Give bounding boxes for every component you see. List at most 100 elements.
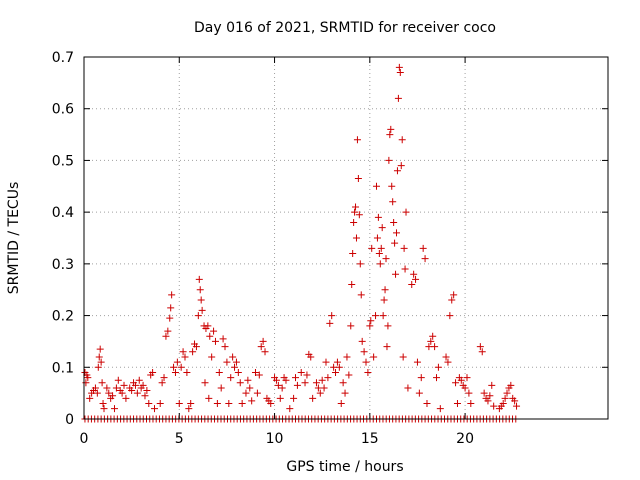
data-point xyxy=(501,394,509,402)
data-point xyxy=(196,286,204,294)
data-point xyxy=(348,281,356,289)
data-point xyxy=(133,389,141,397)
y-tick-label: 0.4 xyxy=(52,205,74,221)
data-point xyxy=(166,314,174,322)
plot-frame xyxy=(83,56,609,420)
data-point xyxy=(357,291,365,299)
x-axis-label: GPS time / hours xyxy=(286,459,403,475)
data-point xyxy=(364,368,372,376)
data-point xyxy=(392,229,400,237)
data-point xyxy=(96,345,104,353)
data-point xyxy=(164,327,172,335)
data-point xyxy=(324,374,332,382)
y-tick-label: 0.6 xyxy=(52,102,74,118)
data-point xyxy=(293,381,301,389)
data-point xyxy=(453,399,461,407)
data-point xyxy=(192,343,200,351)
y-tick-label: 0.1 xyxy=(52,360,74,376)
data-point xyxy=(255,371,263,379)
data-point xyxy=(400,244,408,252)
data-point xyxy=(372,182,380,190)
data-point xyxy=(380,296,388,304)
data-point xyxy=(467,399,475,407)
data-point xyxy=(354,175,362,183)
data-point xyxy=(343,353,351,361)
data-point xyxy=(442,353,450,361)
data-point xyxy=(392,270,400,278)
data-point xyxy=(328,312,336,320)
data-point xyxy=(372,312,380,320)
data-point xyxy=(382,255,390,263)
data-point xyxy=(401,265,409,273)
data-point xyxy=(170,363,178,371)
data-point xyxy=(217,384,225,392)
data-point xyxy=(352,203,360,211)
data-point xyxy=(259,337,267,345)
data-point xyxy=(332,368,340,376)
data-point xyxy=(381,286,389,294)
data-point xyxy=(290,394,298,402)
data-point xyxy=(335,363,343,371)
data-point xyxy=(158,379,166,387)
data-point xyxy=(349,250,357,258)
y-tick-label: 0.2 xyxy=(52,309,74,325)
data-point xyxy=(213,399,221,407)
data-point xyxy=(345,371,353,379)
y-tick-label: 0.3 xyxy=(52,257,74,273)
data-point xyxy=(421,255,429,263)
data-point xyxy=(177,363,185,371)
data-point xyxy=(307,353,315,361)
y-axis-label: SRMTID / TECUs xyxy=(6,182,22,295)
data-point xyxy=(253,389,261,397)
data-point xyxy=(194,312,202,320)
data-point xyxy=(347,322,355,330)
data-point xyxy=(507,381,515,389)
data-point xyxy=(261,348,269,356)
data-point xyxy=(236,379,244,387)
y-tick-label: 0.5 xyxy=(52,153,74,169)
data-point xyxy=(297,368,305,376)
data-point xyxy=(91,384,99,392)
data-point xyxy=(499,399,507,407)
chart-title: Day 016 of 2021, SRMTID for receiver coc… xyxy=(194,20,496,36)
data-point xyxy=(167,304,175,312)
data-point xyxy=(450,291,458,299)
data-point xyxy=(301,379,309,387)
data-point xyxy=(404,384,412,392)
data-point xyxy=(246,384,254,392)
data-point xyxy=(286,405,294,413)
data-point xyxy=(513,402,521,410)
data-point xyxy=(316,389,324,397)
data-point xyxy=(384,322,392,330)
data-point xyxy=(366,322,374,330)
data-point xyxy=(189,348,197,356)
x-tick-label: 20 xyxy=(456,431,474,447)
data-point xyxy=(100,405,108,413)
data-point xyxy=(120,381,128,389)
data-point xyxy=(402,208,410,216)
data-point xyxy=(272,376,280,384)
data-point xyxy=(490,402,498,410)
data-point xyxy=(242,389,250,397)
data-point xyxy=(149,368,157,376)
data-point xyxy=(393,167,401,175)
data-point xyxy=(110,405,118,413)
grid-lines xyxy=(84,57,608,419)
data-point xyxy=(431,343,439,351)
data-point xyxy=(452,379,460,387)
data-point xyxy=(511,397,519,405)
data-point xyxy=(394,94,402,102)
data-point xyxy=(423,399,431,407)
data-point xyxy=(476,343,484,351)
data-point xyxy=(229,353,237,361)
data-point xyxy=(398,136,406,144)
data-point xyxy=(171,368,179,376)
data-point xyxy=(227,374,235,382)
data-point xyxy=(151,405,159,413)
x-tick-label: 15 xyxy=(361,431,379,447)
data-point xyxy=(187,399,195,407)
data-point xyxy=(139,381,147,389)
data-point xyxy=(198,306,206,314)
data-point xyxy=(181,353,189,361)
